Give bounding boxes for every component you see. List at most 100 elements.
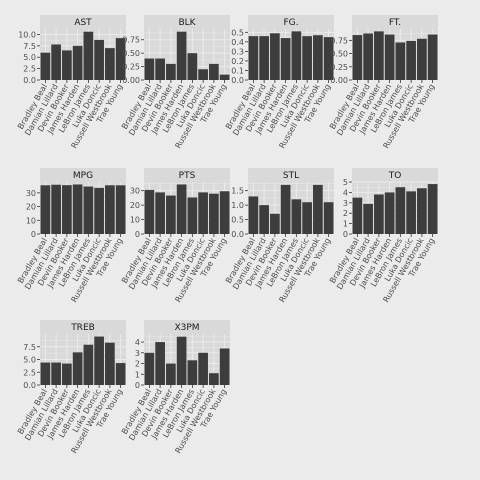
bar	[323, 202, 334, 234]
bar	[94, 39, 104, 80]
facet-strip-pts	[144, 168, 230, 182]
bar	[313, 35, 323, 80]
y-tick-label: 0	[135, 230, 140, 239]
y-tick-label: 10	[26, 216, 36, 225]
y-tick-label: 5.0	[23, 356, 36, 365]
bar	[187, 360, 198, 385]
y-tick-label: 0.0	[23, 76, 36, 85]
bar	[51, 184, 61, 234]
y-tick-label: 0	[31, 230, 36, 239]
bar	[187, 53, 198, 80]
facet-title-ft: FT.	[389, 18, 401, 28]
bar	[144, 189, 155, 234]
bar	[291, 31, 302, 80]
y-tick-label: 2.5	[23, 65, 36, 74]
bar	[72, 45, 83, 80]
bar	[374, 31, 384, 80]
y-tick-label: 7.5	[23, 343, 36, 352]
bar	[105, 342, 115, 385]
bar	[94, 187, 104, 234]
bar	[323, 37, 334, 80]
bar	[115, 38, 126, 80]
bar	[406, 191, 416, 234]
bar	[83, 186, 94, 234]
y-tick-label: 0.75	[122, 36, 140, 45]
y-tick-label: 0.25	[330, 63, 348, 72]
bar	[259, 205, 269, 234]
bar	[352, 197, 363, 234]
y-tick-label: 0.0	[23, 381, 36, 390]
y-tick-label: 0.5	[231, 28, 244, 37]
bar	[417, 38, 427, 80]
bar	[176, 184, 187, 234]
bar	[427, 184, 438, 234]
y-tick-label: 1.0	[231, 201, 244, 210]
bar	[72, 352, 83, 385]
y-tick-label: 0.3	[231, 47, 244, 56]
bar	[219, 74, 230, 80]
facet-title-pts: PTS	[179, 171, 196, 181]
bar	[313, 184, 323, 234]
bar	[115, 185, 126, 234]
bar	[105, 185, 115, 234]
bar	[395, 187, 406, 234]
bar	[302, 36, 312, 80]
bar	[384, 34, 395, 80]
y-tick-label: 0.50	[122, 49, 140, 58]
facet-title-mpg: MPG	[73, 171, 93, 181]
bar	[155, 58, 165, 80]
bar	[291, 199, 302, 234]
bar	[51, 362, 61, 385]
bar	[155, 342, 165, 385]
facet-title-to: TO	[388, 171, 402, 181]
y-tick-label: 10.0	[18, 30, 36, 39]
bar	[219, 348, 230, 385]
bar	[166, 63, 176, 80]
bar	[363, 33, 373, 80]
bar	[280, 184, 291, 234]
y-tick-label: 2	[343, 209, 348, 218]
y-tick-label: 5	[343, 178, 348, 187]
bar	[198, 352, 208, 385]
y-tick-label: 0.0	[231, 76, 244, 85]
y-tick-label: 0.5	[231, 216, 244, 225]
bar	[427, 34, 438, 80]
y-tick-label: 0.2	[231, 57, 244, 66]
y-tick-label: 10	[130, 216, 140, 225]
facet-strip-blk	[144, 15, 230, 29]
bar	[270, 33, 280, 80]
y-tick-label: 0.1	[231, 66, 244, 75]
bar	[384, 192, 395, 234]
y-tick-label: 30	[130, 187, 140, 196]
facet-strip-ast	[40, 15, 126, 29]
facet-title-x3pm: X3PM	[174, 323, 199, 333]
y-tick-label: 20	[130, 201, 140, 210]
y-tick-label: 0.25	[122, 63, 140, 72]
bar	[198, 69, 208, 80]
bar	[83, 344, 94, 385]
facet-strip-x3pm	[144, 320, 230, 334]
y-tick-label: 2.5	[23, 368, 36, 377]
bar	[105, 48, 115, 80]
facet-title-stl: STL	[283, 171, 299, 181]
y-tick-label: 20	[26, 203, 36, 212]
facet-title-blk: BLK	[178, 18, 196, 28]
bar	[209, 193, 219, 234]
bar	[72, 184, 83, 234]
bar	[94, 336, 104, 385]
bar	[352, 35, 363, 80]
bar	[302, 202, 312, 234]
bar	[395, 42, 406, 80]
bar	[144, 58, 155, 80]
y-tick-label: 0.00	[122, 76, 140, 85]
bar	[40, 362, 51, 385]
y-tick-label: 0.00	[330, 76, 348, 85]
y-tick-label: 3	[343, 199, 348, 208]
bar	[83, 31, 94, 80]
